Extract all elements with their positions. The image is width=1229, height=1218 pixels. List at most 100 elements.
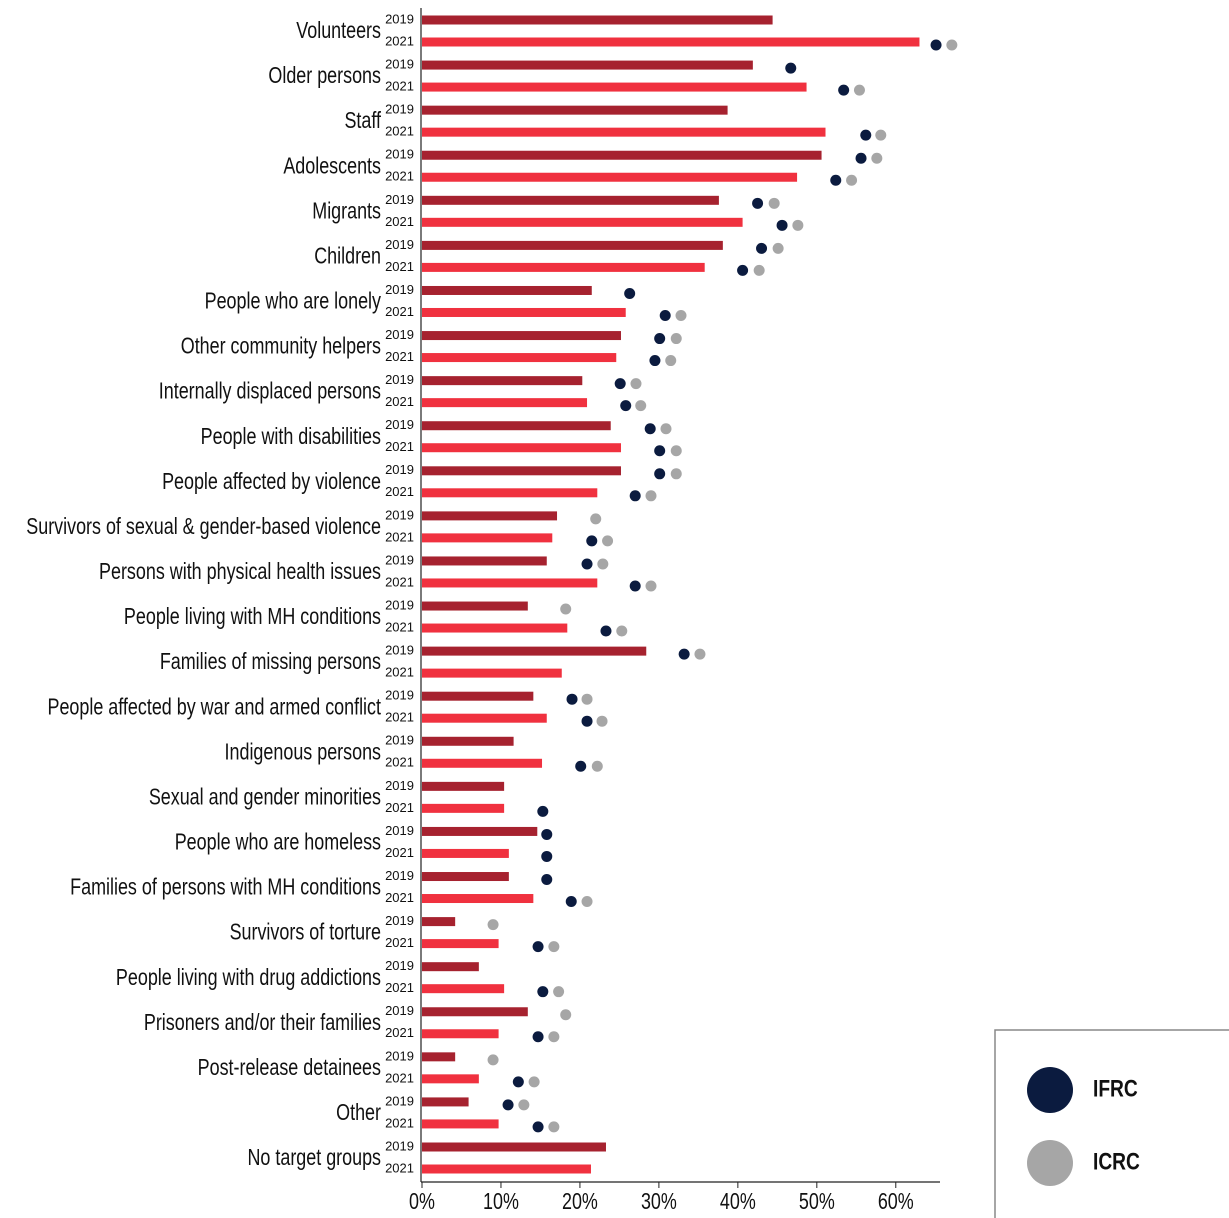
bar [422, 578, 598, 588]
bar [422, 398, 588, 408]
year-label: 2021 [385, 1160, 414, 1175]
dot [678, 648, 690, 660]
dot [614, 378, 626, 390]
category-label-group: Persons with physical health issues [99, 559, 381, 585]
dot [548, 1031, 560, 1043]
dot [792, 219, 804, 231]
category-label: People with disabilities [201, 424, 381, 450]
category-label-group: Families of missing persons [160, 649, 381, 675]
dot [512, 1076, 524, 1088]
category-label-group: People with disabilities [201, 424, 381, 450]
year-label: 2021 [385, 574, 414, 589]
category-label: Families of persons with MH conditions [70, 875, 381, 901]
x-tick-label: 30% [641, 1189, 677, 1215]
x-tick-label: 0% [409, 1189, 435, 1215]
category-label: Older persons [268, 63, 381, 89]
dot [930, 39, 942, 51]
category-label: People affected by war and armed conflic… [48, 694, 382, 720]
legend-label: ICRC [1093, 1147, 1140, 1175]
bar [422, 172, 798, 182]
bar [422, 668, 562, 678]
legend-swatch [1027, 1067, 1073, 1113]
dot [630, 378, 642, 390]
category-label-group: Post-release detainees [198, 1055, 381, 1081]
dot [860, 129, 872, 141]
dot [649, 355, 661, 367]
dot [581, 896, 593, 908]
category-label-group: People who are homeless [175, 829, 381, 855]
dot [624, 287, 636, 299]
category-label-group: Adolescents [283, 153, 381, 179]
dot [596, 715, 608, 727]
year-label: 2021 [385, 980, 414, 995]
bar [422, 1164, 591, 1174]
dot [586, 535, 598, 547]
year-label: 2021 [385, 304, 414, 319]
x-tick-label: 50% [799, 1189, 835, 1215]
category-label-group: Staff [344, 108, 381, 134]
bar [422, 127, 826, 137]
dot [591, 760, 603, 772]
year-label: 2019 [385, 102, 414, 117]
category-label: People living with MH conditions [124, 604, 381, 630]
bar [422, 803, 505, 813]
dot [565, 896, 577, 908]
category-label: Persons with physical health issues [99, 559, 381, 585]
year-label: 2021 [385, 755, 414, 770]
dot [875, 129, 887, 141]
bar [422, 894, 534, 904]
dot [670, 468, 682, 480]
category-label: Other [336, 1100, 381, 1126]
x-tick-label: 10% [483, 1189, 519, 1215]
bar [422, 60, 753, 70]
year-label: 2021 [385, 1115, 414, 1130]
dot [785, 62, 797, 74]
dot [566, 693, 578, 705]
year-label: 2021 [385, 665, 414, 680]
x-tick-group: 20% [562, 1189, 598, 1215]
bar [422, 601, 528, 611]
dot [560, 1009, 572, 1021]
bar [422, 939, 499, 949]
bar [422, 443, 621, 453]
category-label: People who are lonely [205, 288, 382, 314]
bar [422, 331, 621, 341]
year-label: 2021 [385, 845, 414, 860]
dot [772, 242, 784, 254]
dot [946, 39, 958, 51]
bar [422, 421, 611, 431]
category-label: Adolescents [283, 153, 381, 179]
year-label: 2019 [385, 597, 414, 612]
category-label-group: Children [314, 243, 381, 269]
dot [752, 197, 764, 209]
category-label: Indigenous persons [225, 739, 381, 765]
x-tick-group: 30% [641, 1189, 677, 1215]
bar [422, 646, 647, 656]
dot [541, 874, 553, 886]
dot [541, 850, 553, 862]
bar [422, 758, 543, 768]
dot [518, 1099, 530, 1111]
dot [553, 986, 565, 998]
dot [846, 174, 858, 186]
bar [422, 37, 920, 47]
dot [532, 1031, 544, 1043]
dot [776, 219, 788, 231]
year-label: 2019 [385, 868, 414, 883]
year-label: 2019 [385, 57, 414, 72]
bar [422, 533, 553, 543]
bar [422, 872, 509, 882]
bar [422, 1007, 528, 1017]
category-label-group: Sexual and gender minorities [149, 784, 381, 810]
year-label: 2021 [385, 1070, 414, 1085]
category-label: Post-release detainees [198, 1055, 381, 1081]
dot [694, 648, 706, 660]
dot [675, 309, 687, 321]
category-label: Children [314, 243, 381, 269]
bar [422, 105, 728, 115]
dot [737, 264, 749, 276]
year-label: 2019 [385, 688, 414, 703]
category-label: Internally displaced persons [159, 379, 381, 405]
dot [665, 355, 677, 367]
year-label: 2021 [385, 619, 414, 634]
